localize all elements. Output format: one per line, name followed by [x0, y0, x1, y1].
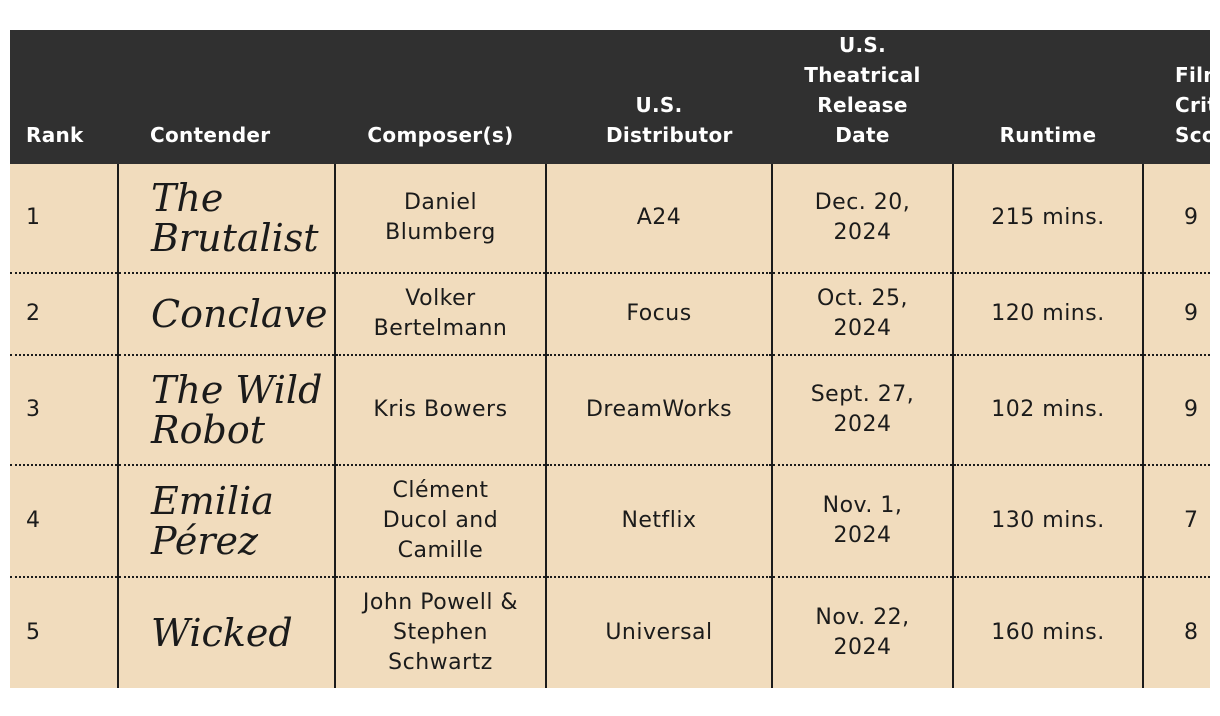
header-runtime: Runtime	[953, 30, 1143, 164]
cell-composers: Volker Bertelmann	[334, 273, 546, 356]
cell-distributor: Focus	[545, 273, 772, 356]
cell-distributor: DreamWorks	[545, 355, 772, 466]
cell-critics-score: 7	[1142, 465, 1210, 578]
header-composers: Composer(s)	[335, 30, 546, 164]
cell-release-date: Nov. 1, 2024	[771, 465, 953, 578]
header-rank: Rank	[10, 30, 118, 164]
header-distributor: U.S. Distributor	[546, 30, 772, 164]
cell-critics-score: 9	[1142, 164, 1210, 274]
cell-contender: Conclave	[117, 273, 335, 356]
table-row: 2 Conclave Volker Bertelmann Focus Oct. …	[10, 273, 1210, 356]
table-row: 3 The Wild Robot Kris Bowers DreamWorks …	[10, 355, 1210, 466]
cell-runtime: 160 mins.	[952, 577, 1143, 688]
cell-release-date: Sept. 27, 2024	[771, 355, 953, 466]
header-contender: Contender	[118, 30, 335, 164]
cell-runtime: 120 mins.	[952, 273, 1143, 356]
cell-composers: Daniel Blumberg	[334, 164, 546, 274]
cell-critics-score: 9	[1142, 355, 1210, 466]
table-row: 1 The Brutalist Daniel Blumberg A24 Dec.…	[10, 164, 1210, 274]
cell-composers: Clément Ducol and Camille	[334, 465, 546, 578]
cell-contender: Emilia Pérez	[117, 465, 335, 578]
cell-rank: 5	[10, 577, 118, 688]
header-row: Rank Contender Composer(s) U.S. Distribu…	[10, 30, 1210, 164]
table-row: 5 Wicked John Powell & Stephen Schwartz …	[10, 577, 1210, 688]
cell-release-date: Oct. 25, 2024	[771, 273, 953, 356]
cell-release-date: Dec. 20, 2024	[771, 164, 953, 274]
table-body: 1 The Brutalist Daniel Blumberg A24 Dec.…	[10, 164, 1210, 688]
contenders-table-container: Rank Contender Composer(s) U.S. Distribu…	[10, 30, 1210, 706]
contenders-table: Rank Contender Composer(s) U.S. Distribu…	[10, 30, 1210, 688]
table-row: 4 Emilia Pérez Clément Ducol and Camille…	[10, 465, 1210, 578]
cell-composers: Kris Bowers	[334, 355, 546, 466]
cell-runtime: 215 mins.	[952, 164, 1143, 274]
cell-contender: Wicked	[117, 577, 335, 688]
cell-rank: 3	[10, 355, 118, 466]
cell-contender: The Brutalist	[117, 164, 335, 274]
cell-runtime: 102 mins.	[952, 355, 1143, 466]
cell-distributor: A24	[545, 164, 772, 274]
cell-rank: 2	[10, 273, 118, 356]
cell-rank: 4	[10, 465, 118, 578]
cell-critics-score: 9	[1142, 273, 1210, 356]
cell-contender: The Wild Robot	[117, 355, 335, 466]
header-release-date: U.S. Theatrical Release Date	[772, 30, 953, 164]
cell-composers: John Powell & Stephen Schwartz	[334, 577, 546, 688]
cell-runtime: 130 mins.	[952, 465, 1143, 578]
cell-distributor: Netflix	[545, 465, 772, 578]
cell-rank: 1	[10, 164, 118, 274]
table-header: Rank Contender Composer(s) U.S. Distribu…	[10, 30, 1210, 164]
cell-critics-score: 8	[1142, 577, 1210, 688]
cell-distributor: Universal	[545, 577, 772, 688]
header-critics-score: Film Critics Score	[1143, 30, 1210, 164]
cell-release-date: Nov. 22, 2024	[771, 577, 953, 688]
